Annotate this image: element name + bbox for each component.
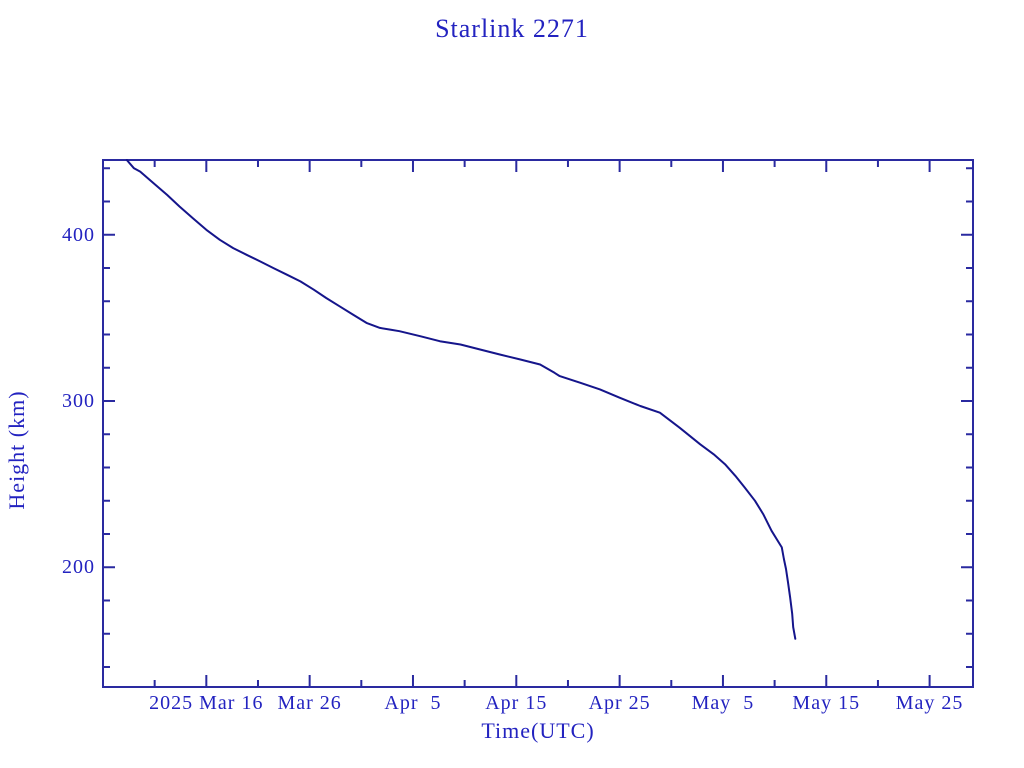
height-curve xyxy=(125,159,797,640)
y-tick-label: 300 xyxy=(62,390,95,413)
y-tick-label: 400 xyxy=(62,223,95,246)
x-tick-label: May 5 xyxy=(691,692,755,714)
y-tick-label: 200 xyxy=(62,556,95,579)
x-tick-label: Apr 15 xyxy=(485,692,548,714)
x-tick-label: May 25 xyxy=(895,692,964,714)
x-tick-label: 2025 Mar 16 xyxy=(149,692,264,714)
x-tick-label: Apr 5 xyxy=(384,692,442,714)
x-axis-label: Time(UTC) xyxy=(481,718,595,743)
chart-title: Starlink 2271 xyxy=(435,14,589,43)
x-tick-label: Apr 25 xyxy=(588,692,651,714)
plot-frame xyxy=(102,159,974,688)
x-tick-label: May 15 xyxy=(792,692,861,714)
axis-ticks xyxy=(103,160,973,687)
x-tick-label: Mar 26 xyxy=(277,692,342,714)
